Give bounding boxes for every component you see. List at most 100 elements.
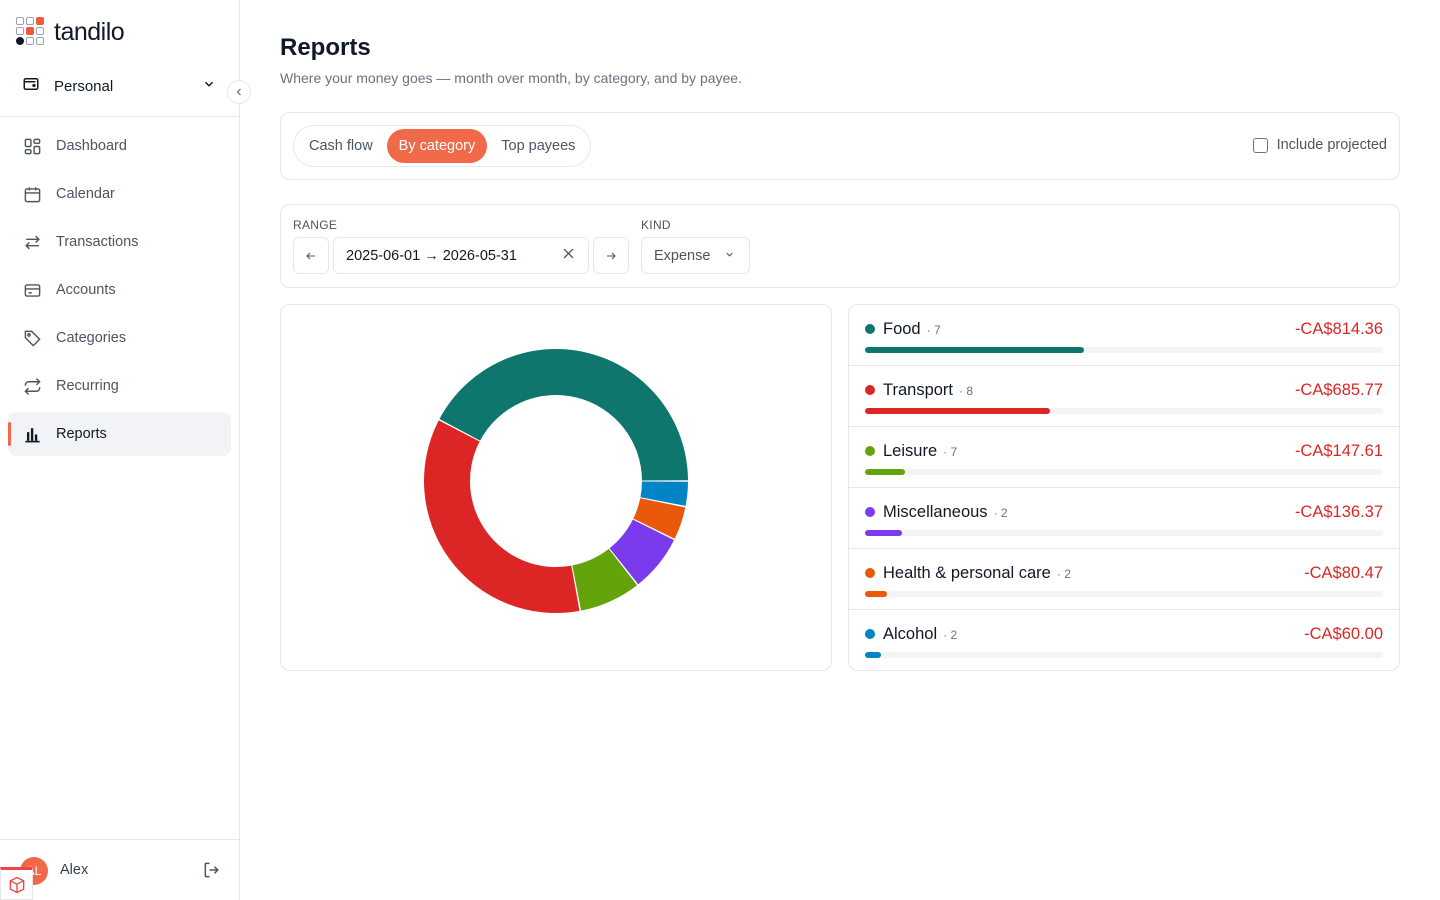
category-name-text: Miscellaneous (883, 503, 988, 521)
sidebar: tandilo Personal Dashboard Calendar (0, 0, 251, 900)
donut-slice[interactable] (572, 548, 638, 611)
recurring-icon (22, 376, 42, 396)
category-name-text: Health & personal care (883, 564, 1051, 582)
category-name-text: Leisure (883, 442, 938, 460)
accounts-icon (22, 280, 42, 300)
sidebar-item-calendar[interactable]: Calendar (8, 172, 231, 216)
category-progress-track (865, 652, 1383, 658)
category-amount: -CA$60.00 (1304, 625, 1383, 643)
sidebar-item-accounts[interactable]: Accounts (8, 268, 231, 312)
collapse-sidebar-button[interactable] (227, 80, 251, 104)
category-progress-fill (865, 408, 1050, 414)
divider (0, 116, 240, 117)
category-row[interactable]: Leisure · 7 -CA$147.61 (849, 427, 1399, 488)
category-list: Food · 7 -CA$814.36 Transport · 8 -CA$685.77 L… (848, 304, 1400, 671)
category-progress-fill (865, 530, 902, 536)
category-name: Alcohol · 2 (883, 625, 957, 644)
logo-text: tandilo (54, 17, 125, 46)
logout-icon[interactable] (202, 860, 222, 885)
include-projected-toggle[interactable]: Include projected (1252, 137, 1387, 153)
tab-cash-flow[interactable]: Cash flow (309, 138, 373, 154)
category-color-dot (865, 324, 875, 334)
report-tabs: Cash flow By category Top payees (293, 125, 592, 167)
category-progress-track (865, 408, 1383, 414)
arrow-right-icon (607, 252, 616, 259)
category-name: Transport · 8 (883, 381, 973, 400)
category-count: · 7 (943, 445, 958, 459)
wallet-icon (22, 75, 40, 98)
date-range-value: 2025-06-01 → 2026-05-31 (346, 247, 517, 264)
chevron-left-icon (236, 88, 241, 96)
category-chart-card (280, 304, 832, 671)
previous-range-button[interactable] (293, 237, 329, 274)
tab-by-category[interactable]: By category (386, 129, 488, 163)
category-row[interactable]: Alcohol · 2 -CA$60.00 (849, 610, 1399, 670)
donut-slice[interactable] (609, 519, 675, 585)
donut-slice[interactable] (640, 481, 688, 506)
category-progress-track (865, 530, 1383, 536)
kind-label: KIND (641, 218, 671, 232)
sidebar-item-label: Transactions (56, 234, 139, 250)
donut-slice[interactable] (424, 420, 580, 613)
calendar-icon (22, 184, 42, 204)
sidebar-item-label: Dashboard (56, 138, 127, 154)
category-row[interactable]: Transport · 8 -CA$685.77 (849, 366, 1399, 427)
dev-toolbar-icon[interactable] (0, 867, 33, 900)
tab-top-payees[interactable]: Top payees (501, 138, 576, 154)
category-progress-fill (865, 652, 882, 658)
category-name-text: Food (883, 320, 921, 338)
bar-chart-icon (22, 424, 42, 444)
next-range-button[interactable] (593, 237, 629, 274)
sidebar-nav: Dashboard Calendar Transactions Accounts… (8, 124, 231, 460)
sidebar-item-dashboard[interactable]: Dashboard (8, 124, 231, 168)
category-progress-track (865, 347, 1383, 353)
app-logo[interactable]: tandilo (16, 16, 125, 48)
sidebar-item-label: Calendar (56, 186, 115, 202)
date-range-input[interactable]: 2025-06-01 → 2026-05-31 (333, 237, 589, 274)
user-name: Alex (60, 862, 89, 878)
include-projected-checkbox[interactable] (1252, 137, 1268, 153)
sidebar-item-label: Categories (56, 330, 127, 346)
category-amount: -CA$814.36 (1294, 320, 1383, 338)
sidebar-item-label: Recurring (56, 378, 119, 394)
report-tabs-card: Cash flow By category Top payees Include… (280, 112, 1400, 180)
tag-icon (22, 328, 42, 348)
category-name-text: Transport (883, 381, 953, 399)
category-color-dot (865, 629, 875, 639)
sidebar-item-transactions[interactable]: Transactions (8, 220, 231, 264)
category-row[interactable]: Miscellaneous · 2 -CA$136.37 (849, 488, 1399, 549)
category-amount: -CA$147.61 (1294, 442, 1383, 460)
category-progress-track (865, 591, 1383, 597)
donut-slice[interactable] (633, 498, 686, 539)
category-color-dot (865, 568, 875, 578)
category-amount: -CA$80.47 (1304, 564, 1383, 582)
category-progress-fill (865, 347, 1085, 353)
logo-icon (16, 17, 46, 47)
category-progress-fill (865, 469, 905, 475)
sidebar-item-reports[interactable]: Reports (8, 412, 231, 456)
category-name: Miscellaneous · 2 (883, 503, 1008, 522)
category-name: Leisure · 7 (883, 442, 957, 461)
category-count: · 2 (943, 628, 958, 642)
range-label: RANGE (293, 218, 338, 232)
category-color-dot (865, 385, 875, 395)
clear-icon[interactable] (561, 246, 576, 265)
category-count: · 2 (1056, 567, 1071, 581)
transactions-icon (22, 232, 42, 252)
page-subtitle: Where your money goes — month over month… (280, 70, 742, 86)
category-row[interactable]: Food · 7 -CA$814.36 (849, 305, 1399, 366)
sidebar-item-categories[interactable]: Categories (8, 316, 231, 360)
arrow-left-icon (306, 252, 315, 259)
page-title: Reports (280, 34, 371, 61)
user-footer: AL Alex (0, 839, 240, 900)
category-name-text: Alcohol (883, 625, 938, 643)
workspace-switcher[interactable]: Personal (8, 64, 230, 108)
category-row[interactable]: Health & personal care · 2 -CA$80.47 (849, 549, 1399, 610)
sidebar-item-recurring[interactable]: Recurring (8, 364, 231, 408)
kind-select[interactable]: Expense (641, 237, 750, 274)
include-projected-label: Include projected (1276, 137, 1387, 153)
donut-slice[interactable] (439, 349, 688, 481)
category-progress-fill (865, 591, 887, 597)
category-count: · 8 (959, 384, 974, 398)
category-name: Health & personal care · 2 (883, 564, 1071, 583)
